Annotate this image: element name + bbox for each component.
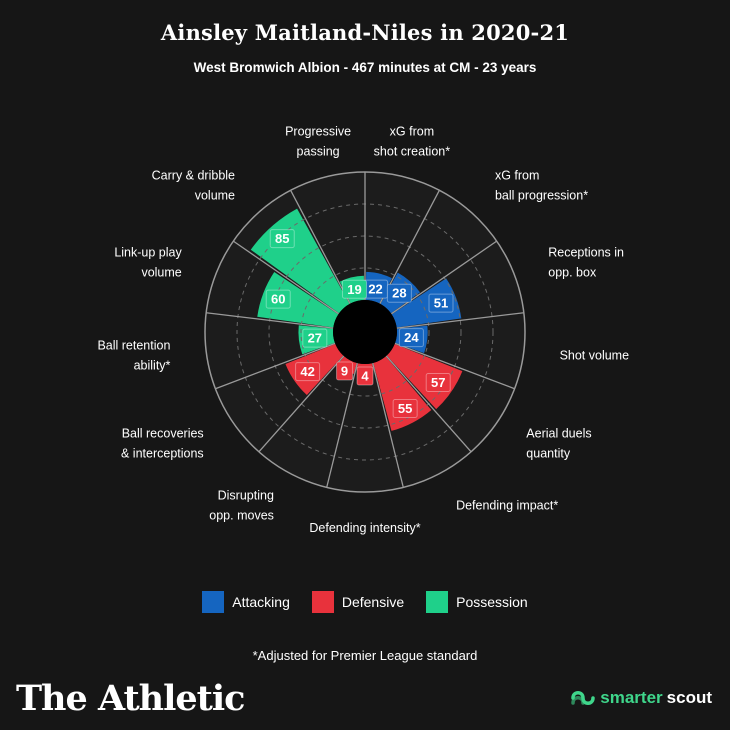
spoke-5 <box>394 342 515 390</box>
bar-11 <box>257 271 339 328</box>
smarterscout-logo: smarter scout <box>570 686 712 710</box>
chart-subtitle: West Bromwich Albion - 467 minutes at CM… <box>193 60 537 75</box>
value-label-10: 27 <box>308 331 322 346</box>
value-label-box-12 <box>269 229 295 249</box>
legend-item-attacking: Attacking <box>202 591 290 613</box>
value-label-box-10 <box>302 328 328 348</box>
value-label-4: 24 <box>404 330 419 345</box>
value-label-5: 57 <box>431 375 445 390</box>
legend-swatch-attacking <box>202 591 225 613</box>
spoke-11 <box>206 312 334 329</box>
value-label-2: 28 <box>392 286 406 301</box>
spoke-12 <box>232 240 340 315</box>
value-label-box-2 <box>386 283 412 303</box>
value-label-box-11 <box>265 289 291 309</box>
grid-ring-1 <box>300 267 430 397</box>
axis-label-12: Carry & dribble volume <box>152 168 235 202</box>
value-label-box-13 <box>341 279 367 299</box>
legend-label-attacking: Attacking <box>232 594 290 610</box>
axis-label-9: Ball recoveries & interceptions <box>121 426 204 460</box>
scout-prefix: smarter <box>600 688 663 707</box>
axis-label-1: xG from shot creation* <box>374 125 451 159</box>
axis-label-4: Shot volume <box>560 349 630 363</box>
legend-label-possession: Possession <box>456 594 528 610</box>
value-label-box-9 <box>295 362 321 382</box>
value-label-box-6 <box>392 399 418 419</box>
radar-center <box>333 300 397 364</box>
value-label-12: 85 <box>275 231 289 246</box>
value-label-1: 22 <box>368 282 382 297</box>
bar-5 <box>386 343 463 410</box>
spoke-6 <box>385 355 472 453</box>
legend-item-defensive: Defensive <box>311 591 405 613</box>
value-label-box-4 <box>398 328 424 348</box>
value-label-box-3 <box>428 293 454 313</box>
axis-label-6: Defending impact* <box>456 499 558 513</box>
axis-label-13: Progressive passing <box>285 125 351 159</box>
value-label-7: 4 <box>361 369 369 384</box>
axis-label-5: Aerial duels quantity <box>526 426 591 460</box>
axis-label-8: Disrupting opp. moves <box>209 489 274 523</box>
legend-swatch-defensive <box>311 591 334 613</box>
axis-label-2: xG from ball progression* <box>495 168 588 202</box>
value-label-11: 60 <box>271 292 285 307</box>
value-label-13: 19 <box>347 282 361 297</box>
value-label-9: 42 <box>300 364 314 379</box>
scout-suffix: scout <box>666 688 712 707</box>
legend-label-defensive: Defensive <box>341 594 405 610</box>
value-label-box-5 <box>425 373 451 393</box>
footnote: *Adjusted for Premier League standard <box>252 648 478 663</box>
the-athletic-logo: The Athletic <box>16 678 245 719</box>
legend-item-possession: Possession <box>426 591 528 613</box>
value-label-box-8 <box>336 361 354 381</box>
axis-label-10: Ball retention ability* <box>97 339 170 373</box>
smarterscout-logo-icon <box>571 691 596 705</box>
legend: Attacking Defensive Possession <box>0 591 730 613</box>
spoke-9 <box>258 355 345 453</box>
spoke-4 <box>396 312 524 329</box>
axis-label-11: Link-up play volume <box>114 245 182 279</box>
axis-label-3: Receptions in opp. box <box>548 245 624 279</box>
bar-3 <box>391 278 462 328</box>
value-label-box-7 <box>356 366 374 386</box>
spoke-10 <box>215 342 336 390</box>
legend-swatch-possession <box>426 591 449 613</box>
value-label-3: 51 <box>434 296 448 311</box>
value-label-8: 9 <box>341 363 348 378</box>
value-label-6: 55 <box>398 401 412 416</box>
axis-label-7: Defending intensity* <box>309 521 420 535</box>
spoke-13 <box>290 190 351 304</box>
chart-title: Ainsley Maitland-Niles in 2020-21 <box>160 20 570 45</box>
spoke-8 <box>326 362 358 488</box>
spoke-7 <box>372 362 404 488</box>
